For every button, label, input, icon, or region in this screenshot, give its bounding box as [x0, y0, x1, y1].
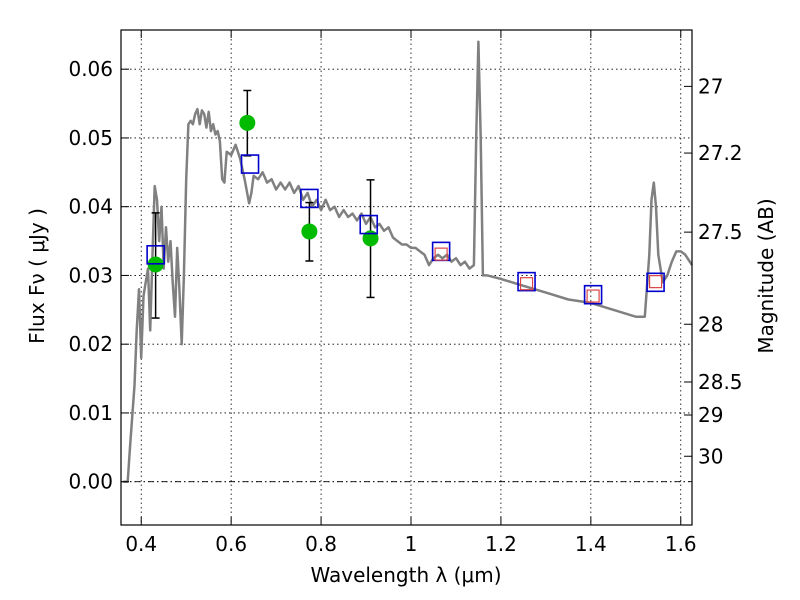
y-tick-label: 0.05	[68, 126, 113, 150]
x-tick-label: 0.6	[215, 532, 247, 556]
predicted-points-layer	[434, 247, 663, 303]
y-tick-label: 0.04	[68, 195, 113, 219]
observed-point	[362, 230, 379, 247]
y2-tick-label: 27.5	[698, 220, 743, 244]
y2-tick-label: 29	[698, 403, 723, 427]
x-axis-label: Wavelength λ (μm)	[310, 563, 501, 587]
observed-point	[301, 223, 318, 240]
model-photometry-square	[300, 188, 319, 209]
x-tick-label: 1.4	[575, 532, 607, 556]
y-tick-label: 0.00	[68, 470, 113, 494]
grid-lines	[121, 30, 692, 525]
plot-frame	[120, 29, 693, 526]
model-photometry-layer	[146, 154, 665, 305]
model-photometry-square	[646, 272, 665, 293]
y-axis-label: Flux Fν ( μJy )	[25, 208, 49, 344]
y2-axis-ticks: 27 27.2 27.5 28 28.5 29 30	[684, 74, 743, 468]
y2-tick-label: 28	[698, 312, 723, 336]
y2-axis-label: Magnitude (AB)	[754, 198, 778, 353]
predicted-square	[519, 277, 534, 291]
observed-point	[239, 114, 256, 131]
x-tick-label: 1	[405, 532, 418, 556]
y2-tick-label: 27	[698, 74, 723, 98]
model-photometry-square	[240, 154, 260, 174]
x-tick-label: 0.4	[125, 532, 157, 556]
predicted-square	[586, 289, 600, 303]
y-tick-label: 0.02	[68, 332, 113, 356]
model-photometry-square	[517, 271, 536, 292]
x-tick-label: 0.8	[305, 532, 337, 556]
observed-points-layer	[147, 114, 379, 273]
x-tick-label: 1.2	[485, 532, 517, 556]
y2-tick-label: 30	[698, 444, 723, 468]
y-tick-label: 0.03	[68, 263, 113, 287]
y2-tick-label: 27.2	[698, 141, 743, 165]
model-photometry-square	[146, 245, 165, 265]
model-photometry-square	[359, 214, 379, 235]
predicted-square	[648, 275, 663, 289]
model-spectrum-layer	[123, 40, 694, 483]
predicted-square	[434, 247, 448, 261]
x-tick-label: 1.6	[665, 532, 697, 556]
y2-tick-label: 28.5	[698, 370, 743, 394]
y-axis-ticks: 0.00 0.01 0.02 0.03 0.04 0.05 0.06	[68, 57, 129, 494]
x-axis-ticks: 0.4 0.6 0.8 1 1.2 1.4 1.6	[125, 30, 697, 556]
model-spectrum-line	[123, 40, 694, 483]
y-tick-label: 0.01	[68, 401, 113, 425]
y-tick-label: 0.06	[68, 57, 113, 81]
model-photometry-square	[583, 284, 603, 305]
